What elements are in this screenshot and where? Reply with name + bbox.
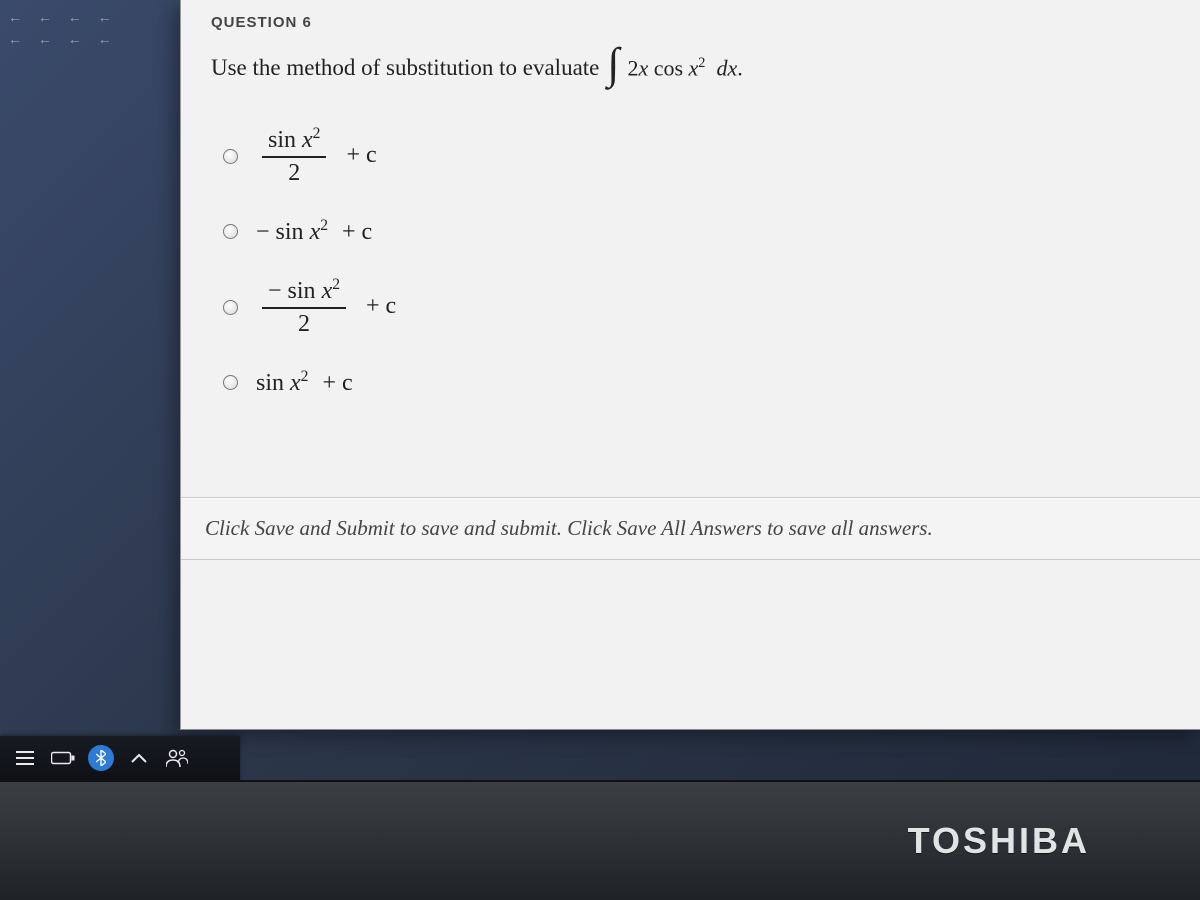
radio-option-3[interactable] [223,300,238,315]
o3-x: x [322,278,333,304]
answer-option-2[interactable]: − sin x2 + c [223,217,1170,246]
people-icon[interactable] [164,745,190,771]
question-header: QUESTION 6 [181,0,1200,37]
o1-sup: 2 [313,125,321,142]
option-1-math: sin x2 2 + c [256,125,377,187]
quiz-window: QUESTION 6 Use the method of substitutio… [180,0,1200,730]
o3-sin: sin [288,278,316,304]
bluetooth-icon[interactable] [88,745,114,771]
o2-sup: 2 [320,217,328,234]
laptop-bezel: TOSHIBA [0,780,1200,900]
answer-option-4[interactable]: sin x2 + c [223,368,1170,397]
integrand-sup: 2 [698,55,705,71]
option-1-fraction: sin x2 2 [262,125,326,187]
save-hint-bar: Click Save and Submit to save and submit… [181,497,1200,560]
radio-option-4[interactable] [223,375,238,390]
o3-neg: − [268,278,288,304]
option-4-math: sin x2 + c [256,368,353,397]
integrand-period: . [737,55,743,80]
desktop-corner-arrows: ← ← ← ← ← ← ← ← [8,6,118,50]
radio-option-2[interactable] [223,224,238,239]
o4-plus-c: + c [322,370,352,396]
chevron-up-icon[interactable] [126,745,152,771]
o4-x: x [290,370,301,396]
desktop-background: ← ← ← ← ← ← ← ← QUESTION 6 Use the metho… [0,0,1200,900]
question-body: Use the method of substitution to evalua… [181,37,1200,437]
list-icon[interactable] [12,745,38,771]
integral-sign-icon: ∫ [607,51,619,77]
answer-option-1[interactable]: sin x2 2 + c [223,125,1170,187]
option-2-math: − sin x2 + c [256,217,372,246]
prompt-text: Use the method of substitution to evalua… [211,55,599,81]
brand-logo: TOSHIBA [908,820,1090,862]
o2-neg: − [256,219,276,245]
o2-plus-c: + c [342,219,372,245]
integrand-cos: cos [654,55,683,80]
o3-sup: 2 [332,276,340,293]
o1-plus-c: + c [346,142,376,168]
o3-plus-c: + c [366,293,396,319]
integrand-expression: 2x cos x2 dx. [627,55,742,81]
answer-option-3[interactable]: − sin x2 2 + c [223,276,1170,338]
o2-sin: sin [276,219,304,245]
arrows-row-1: ← ← ← ← [8,6,118,28]
integrand-x2: x [689,55,699,80]
integrand-x1: x [638,55,648,80]
o4-sin: sin [256,370,284,396]
option-3-fraction: − sin x2 2 [262,276,346,338]
integrand-dx: dx [716,55,737,80]
battery-icon[interactable] [50,745,76,771]
o2-x: x [310,219,321,245]
o4-sup: 2 [301,368,309,385]
integrand-2: 2 [627,55,638,80]
answer-options: sin x2 2 + c − sin x2 [211,99,1170,397]
option-3-math: − sin x2 2 + c [256,276,396,338]
o1-x: x [302,127,313,153]
radio-option-1[interactable] [223,149,238,164]
taskbar-fragment [0,736,240,780]
o1-sin: sin [268,127,296,153]
question-prompt: Use the method of substitution to evalua… [211,55,1170,81]
arrows-row-2: ← ← ← ← [8,28,118,50]
o3-den: 2 [292,309,316,338]
o1-den: 2 [282,158,306,187]
